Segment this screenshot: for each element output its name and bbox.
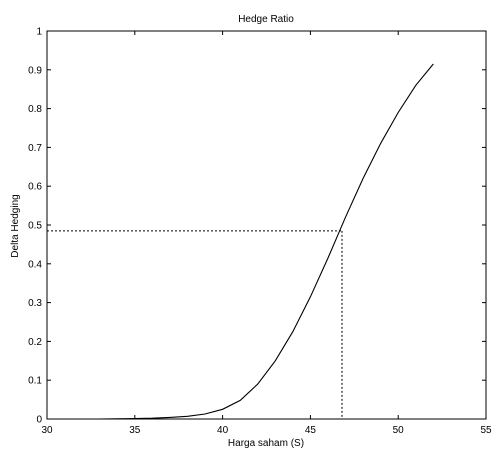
y-tick-label: 0: [36, 415, 42, 426]
y-tick-label: 0.1: [28, 376, 42, 387]
plot-frame: [46, 30, 487, 420]
plot-layer: 30 35 40 45 50 55 0 0.1 0.2 0.3 0.4 0.5 0.6 0.7 0.8 0.9…: [28, 27, 492, 437]
x-tick-label: 35: [129, 425, 141, 436]
x-tick-label: 45: [305, 425, 317, 436]
chart-title: Hedge Ratio: [238, 14, 294, 25]
x-tick-label: 50: [393, 425, 405, 436]
x-tick-label: 30: [41, 425, 53, 436]
y-tick-label: 0.8: [28, 104, 42, 115]
y-axis-title: Delta Hedging: [10, 194, 21, 257]
y-tick-label: 1: [36, 27, 42, 38]
y-tick-label: 0.5: [28, 221, 42, 232]
y-tick-label: 0.2: [28, 337, 42, 348]
y-tick-label: 0.6: [28, 182, 42, 193]
x-tick-label: 55: [480, 425, 492, 436]
y-tick-label: 0.3: [28, 298, 42, 309]
x-tick-label: 40: [217, 425, 229, 436]
y-tick-label: 0.9: [28, 65, 42, 76]
x-axis-title: Harga saham (S): [228, 438, 304, 449]
series-line-delta-hedging: [99, 63, 434, 420]
y-tick-label: 0.7: [28, 143, 42, 154]
y-tick-label: 0.4: [28, 259, 42, 270]
